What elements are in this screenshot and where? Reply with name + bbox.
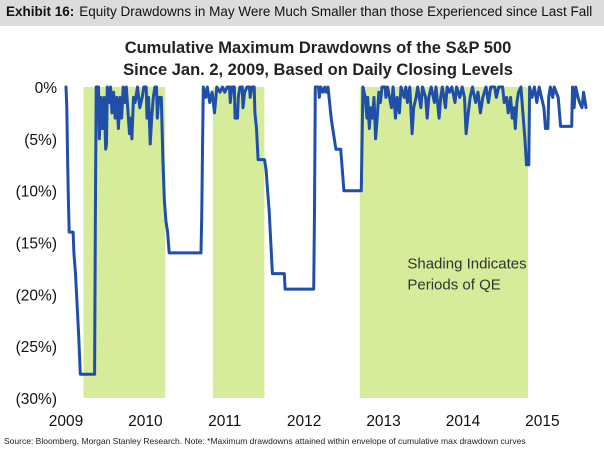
- annotation-line-2: Periods of QE: [407, 276, 500, 293]
- exhibit-label: Exhibit 16:: [6, 4, 75, 19]
- x-tick-label: 2010: [128, 413, 163, 430]
- x-axis-ticks: 2009 2010 2011 2012 2013 2014 2015: [49, 413, 560, 430]
- y-tick-label: (20%): [16, 287, 57, 304]
- annotation-line-1: Shading Indicates: [407, 255, 526, 272]
- x-tick-label: 2013: [366, 413, 400, 430]
- exhibit-title: Equity Drawdowns in May Were Much Smalle…: [79, 4, 593, 19]
- y-axis-ticks: 0% (5%) (10%) (15%) (20%) (25%) (30%): [16, 80, 58, 408]
- y-tick-label: (5%): [24, 132, 57, 149]
- chart-title: Cumulative Maximum Drawdowns of the S&P …: [125, 39, 512, 57]
- x-tick-label: 2009: [49, 413, 83, 430]
- drawdown-chart: Cumulative Maximum Drawdowns of the S&P …: [16, 39, 588, 430]
- chart-subtitle: Since Jan. 2, 2009, Based on Daily Closi…: [123, 61, 513, 79]
- y-tick-label: (10%): [16, 184, 57, 201]
- source-note: Source: Bloomberg, Morgan Stanley Resear…: [4, 436, 526, 446]
- x-tick-label: 2011: [208, 413, 241, 430]
- shading-annotation: Shading Indicates Periods of QE: [407, 255, 526, 293]
- y-tick-label: (30%): [16, 391, 57, 408]
- x-tick-label: 2012: [287, 413, 321, 430]
- series-line: [64, 85, 588, 376]
- x-tick-label: 2014: [446, 413, 481, 430]
- x-tick-label: 2015: [525, 413, 559, 430]
- y-tick-label: (15%): [16, 236, 57, 253]
- y-tick-label: (25%): [16, 339, 57, 356]
- exhibit-header: Exhibit 16: Equity Drawdowns in May Were …: [0, 0, 604, 26]
- qe-shaded-period-3: [359, 87, 529, 398]
- y-tick-label: 0%: [35, 80, 58, 97]
